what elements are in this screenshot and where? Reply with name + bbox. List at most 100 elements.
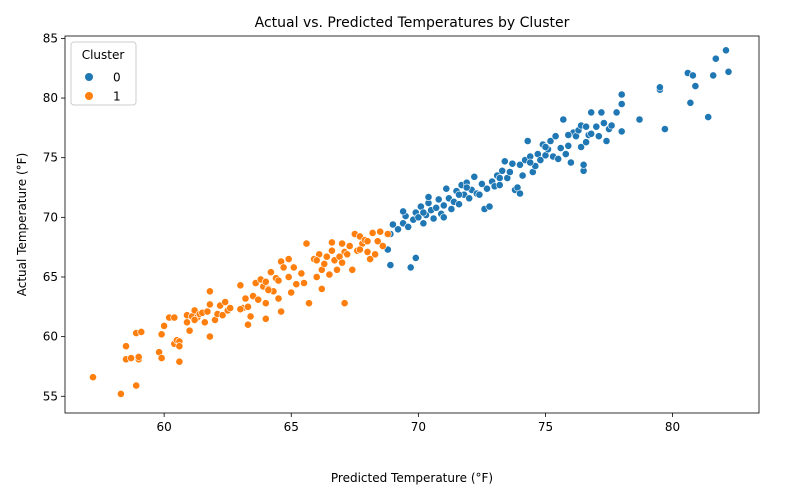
- data-point-cluster-0: [523, 137, 532, 145]
- data-point-cluster-1: [157, 354, 166, 362]
- data-point-cluster-1: [297, 269, 306, 278]
- data-point-cluster-0: [505, 168, 514, 176]
- data-point-cluster-0: [704, 113, 713, 121]
- data-point-cluster-1: [345, 242, 354, 250]
- data-point-cluster-1: [205, 287, 214, 296]
- data-point-cluster-0: [656, 83, 664, 92]
- x-tick-label: 70: [411, 420, 426, 434]
- data-point-cluster-0: [424, 193, 433, 201]
- data-point-cluster-0: [442, 184, 451, 193]
- x-tick-label: 80: [665, 420, 680, 434]
- data-point-cluster-1: [378, 242, 387, 250]
- data-point-cluster-1: [89, 373, 97, 382]
- data-point-cluster-1: [363, 247, 372, 256]
- data-point-cluster-0: [635, 115, 644, 124]
- data-point-cluster-0: [582, 138, 590, 147]
- data-point-cluster-1: [218, 311, 227, 320]
- data-point-cluster-1: [322, 252, 331, 261]
- data-point-cluster-1: [226, 304, 235, 312]
- legend-marker-0: [85, 73, 93, 81]
- data-point-cluster-1: [221, 298, 230, 306]
- x-axis-ticks: 60 65 70 75 80: [157, 413, 680, 434]
- data-point-cluster-0: [597, 108, 606, 117]
- data-point-cluster-0: [587, 129, 596, 138]
- data-point-cluster-0: [439, 201, 448, 210]
- data-point-cluster-0: [691, 82, 700, 90]
- data-point-cluster-1: [244, 320, 252, 329]
- data-point-cluster-1: [241, 294, 250, 303]
- data-point-cluster-0: [567, 158, 575, 167]
- y-tick-label: 85: [43, 31, 58, 45]
- data-point-cluster-0: [462, 183, 471, 192]
- data-point-cluster-0: [561, 150, 570, 158]
- data-point-cluster-1: [325, 270, 334, 279]
- data-point-cluster-0: [661, 125, 669, 134]
- data-point-cluster-1: [305, 299, 313, 308]
- data-point-cluster-0: [617, 90, 626, 99]
- data-point-cluster-0: [495, 181, 504, 189]
- data-point-cluster-0: [455, 200, 463, 209]
- data-point-cluster-1: [261, 299, 270, 308]
- x-tick-label: 60: [157, 420, 172, 434]
- data-point-cluster-1: [170, 313, 179, 322]
- data-point-cluster-1: [236, 305, 245, 314]
- data-point-cluster-0: [617, 100, 626, 108]
- y-tick-label: 65: [43, 270, 58, 284]
- data-point-cluster-1: [134, 352, 143, 361]
- data-point-cluster-0: [485, 202, 494, 211]
- x-axis-label: Predicted Temperature (°F): [331, 471, 493, 485]
- plot-frame: [64, 35, 760, 414]
- legend-title: Cluster: [82, 48, 125, 62]
- data-point-cluster-0: [495, 174, 504, 182]
- data-point-cluster-1: [160, 321, 168, 330]
- data-point-cluster-1: [132, 381, 141, 390]
- data-point-cluster-1: [373, 237, 382, 246]
- data-point-cluster-1: [127, 354, 136, 362]
- data-point-cluster-1: [157, 330, 166, 339]
- y-tick-label: 60: [43, 330, 58, 344]
- data-point-cluster-0: [709, 71, 718, 80]
- data-point-cluster-0: [419, 208, 428, 217]
- y-tick-label: 75: [43, 151, 58, 165]
- legend-marker-1: [85, 92, 93, 100]
- legend: Cluster 0 1: [70, 41, 137, 106]
- data-point-cluster-0: [434, 195, 443, 204]
- data-point-cluster-0: [686, 98, 695, 107]
- data-point-cluster-0: [617, 127, 626, 136]
- data-point-cluster-0: [447, 205, 456, 213]
- data-point-cluster-1: [366, 255, 374, 263]
- data-point-cluster-1: [254, 295, 263, 304]
- data-point-cluster-1: [244, 302, 252, 311]
- data-point-cluster-0: [577, 143, 585, 151]
- data-point-cluster-1: [246, 312, 255, 321]
- data-point-cluster-0: [556, 144, 565, 152]
- data-point-cluster-0: [536, 156, 545, 164]
- data-point-cluster-1: [205, 300, 214, 309]
- data-point-cluster-1: [284, 273, 293, 281]
- data-point-cluster-1: [205, 332, 214, 341]
- data-point-cluster-0: [579, 160, 588, 169]
- data-point-cluster-1: [190, 315, 199, 324]
- data-point-cluster-0: [475, 190, 484, 199]
- data-point-cluster-1: [340, 299, 349, 308]
- data-point-cluster-0: [516, 189, 524, 198]
- data-point-cluster-0: [386, 261, 395, 269]
- data-point-cluster-0: [526, 158, 535, 167]
- data-point-cluster-1: [348, 265, 357, 274]
- data-point-cluster-1: [292, 280, 301, 289]
- data-point-cluster-1: [371, 250, 379, 259]
- data-point-cluster-0: [546, 137, 555, 145]
- data-point-cluster-1: [302, 239, 311, 248]
- data-point-cluster-0: [439, 213, 448, 222]
- x-tick-label: 65: [284, 420, 299, 434]
- data-point-cluster-0: [587, 108, 596, 117]
- data-point-cluster-1: [261, 277, 270, 286]
- data-point-cluster-0: [483, 184, 491, 193]
- data-point-cluster-1: [277, 307, 285, 316]
- data-point-cluster-1: [333, 265, 341, 274]
- data-point-cluster-0: [399, 207, 407, 216]
- data-point-cluster-1: [289, 263, 298, 272]
- data-point-cluster-1: [137, 327, 146, 336]
- data-point-cluster-0: [724, 67, 733, 76]
- data-points: [89, 46, 733, 398]
